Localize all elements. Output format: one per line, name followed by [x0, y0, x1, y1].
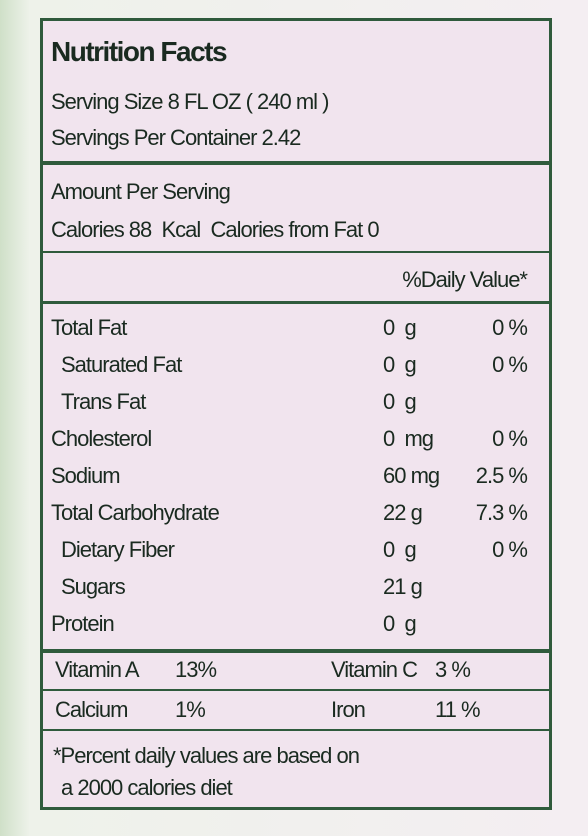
nutrient-amount: 0 g: [383, 352, 417, 377]
divider: [43, 649, 549, 653]
vitamin-name: Calcium: [55, 697, 128, 722]
nutrient-amount: 60 mg: [383, 463, 440, 488]
vitamin-value: 11 %: [435, 697, 481, 722]
vitamin-name: Vitamin A: [55, 657, 140, 682]
nutrient-name: Total Carbohydrate: [51, 500, 220, 525]
nutrient-amount: 0 g: [383, 315, 417, 340]
nutrient-amount: 22 g: [383, 500, 423, 525]
daily-value-header: %Daily Value*: [402, 267, 528, 292]
nutrient-dv: 7.3 %: [475, 500, 528, 525]
nutrient-name: Dietary Fiber: [61, 537, 175, 562]
nutrient-amount: 0 mg: [383, 426, 434, 451]
nutrition-label: Nutrition Facts Serving Size 8 FL OZ ( 2…: [40, 18, 552, 810]
nutrient-dv: 0 %: [492, 315, 528, 340]
nutrient-name: Cholesterol: [51, 426, 152, 451]
nutrient-name: Saturated Fat: [61, 352, 182, 377]
calories: Calories 88 Kcal Calories from Fat 0: [51, 217, 380, 242]
servings-per-container: Servings Per Container 2.42: [51, 125, 301, 150]
divider: [43, 689, 549, 691]
nutrient-amount: 0 g: [383, 537, 417, 562]
vitamin-name: Vitamin C: [331, 657, 418, 682]
nutrient-name: Trans Fat: [61, 389, 146, 414]
nutrient-amount: 21 g: [383, 574, 423, 599]
vitamin-value: 3 %: [435, 657, 471, 682]
serving-size: Serving Size 8 FL OZ ( 240 ml ): [51, 89, 330, 114]
divider: [43, 251, 549, 253]
divider: [43, 729, 549, 731]
nutrient-dv: 0 %: [492, 352, 528, 377]
footnote: *Percent daily values are based on: [53, 743, 360, 768]
footnote: a 2000 calories diet: [61, 775, 233, 800]
nutrient-name: Protein: [51, 611, 115, 636]
amount-per-serving: Amount Per Serving: [51, 179, 231, 204]
nutrient-name: Sugars: [61, 574, 126, 599]
nutrient-dv: 0 %: [492, 537, 528, 562]
divider: [43, 161, 549, 165]
vitamin-name: Iron: [331, 697, 366, 722]
nutrient-name: Sodium: [51, 463, 121, 488]
nutrient-dv: 0 %: [492, 426, 528, 451]
vitamin-value: 1%: [175, 697, 206, 722]
title: Nutrition Facts: [51, 36, 228, 67]
nutrient-amount: 0 g: [383, 389, 417, 414]
divider: [43, 301, 549, 304]
nutrient-amount: 0 g: [383, 611, 417, 636]
nutrient-dv: 2.5 %: [475, 463, 528, 488]
nutrient-name: Total Fat: [51, 315, 127, 340]
vitamin-value: 13%: [175, 657, 217, 682]
